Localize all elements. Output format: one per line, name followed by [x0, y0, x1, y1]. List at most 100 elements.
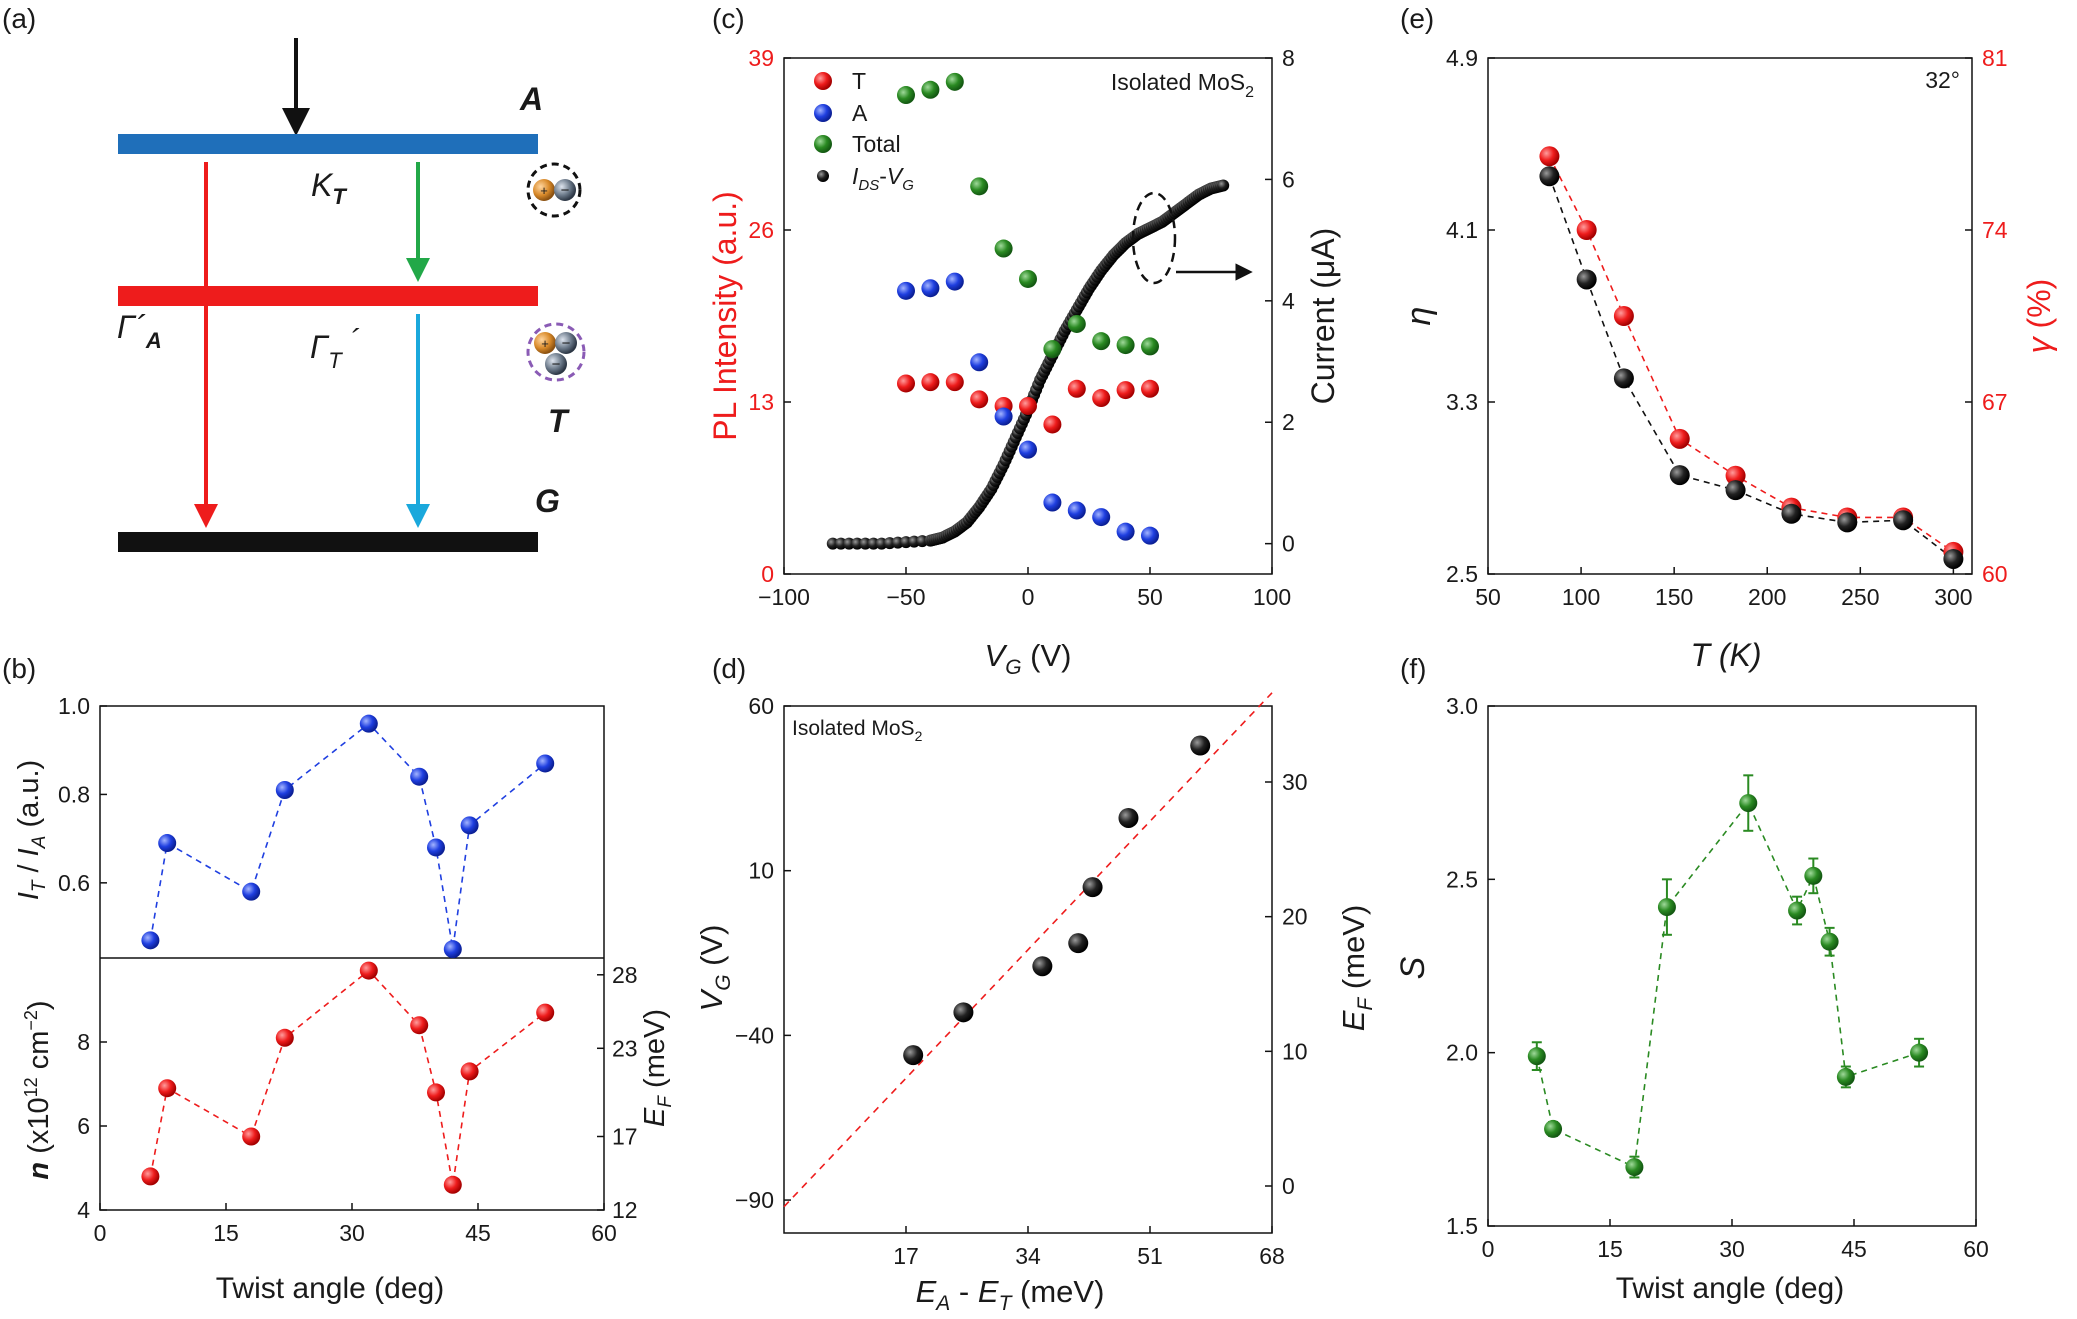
panel-d-ylabel: VG (V)	[694, 925, 735, 1012]
c-right-ytick-label: 2	[1282, 409, 1295, 435]
panel-c-plot: −100 −50 0 50 100 0 13 26 39 0 2 4 6 8	[748, 45, 1295, 610]
d-y2tick-label: 30	[1282, 769, 1308, 795]
c-current-point	[1217, 179, 1230, 192]
b-bottom-point	[359, 961, 378, 980]
f-point	[1739, 794, 1758, 813]
b-top-point	[242, 882, 261, 901]
c-right-ytick-label: 6	[1282, 166, 1295, 192]
b-top-ytick-label: 0.8	[58, 781, 90, 807]
level-t-label: T	[548, 403, 570, 439]
e-eta-point	[1613, 368, 1634, 389]
level-a-bar	[118, 134, 538, 154]
f-xtick-label: 0	[1482, 1236, 1495, 1262]
b-top-point	[536, 754, 555, 773]
b-bottom-point	[242, 1127, 261, 1146]
c-a-point	[921, 279, 940, 298]
legend-label-t: T	[852, 68, 866, 94]
e-ytick-label: 4.1	[1446, 217, 1478, 243]
panel-label-b: (b)	[2, 653, 36, 684]
c-t-point	[1092, 389, 1111, 408]
f-point	[1544, 1119, 1563, 1138]
d-point	[1190, 735, 1211, 756]
c-a-point	[945, 272, 964, 291]
panel-e: 50 100 150 200 250 300 2.5 3.3 4.1 4.9 60 67 74 81 32…	[1400, 45, 2057, 673]
f-point	[1527, 1047, 1546, 1066]
panel-e-xlabel: T (K)	[1690, 637, 1761, 673]
c-a-point	[1019, 440, 1037, 459]
c-right-ytick-label: 0	[1282, 531, 1295, 557]
d-point	[903, 1045, 924, 1066]
e-eta-point	[1837, 512, 1858, 533]
panel-c-legend: T A Total IDS-VG	[814, 68, 914, 194]
panel-d-xlabel: EA - ET (meV)	[916, 1274, 1105, 1315]
svg-text:KT: KT	[311, 167, 347, 209]
c-a-point	[1043, 493, 1062, 512]
e-gamma-point	[1669, 428, 1690, 449]
legend-marker-total	[814, 135, 832, 153]
panel-d-y2label: EF (meV)	[1336, 905, 1377, 1032]
panel-b-y2label: EF (meV)	[639, 1009, 676, 1127]
c-total-point	[897, 86, 915, 105]
panel-c-highlight-ellipse	[1131, 191, 1177, 285]
b-bottom-point	[158, 1079, 177, 1098]
f-point	[1788, 901, 1807, 920]
c-t-point	[1067, 379, 1086, 398]
e-eta-point	[1893, 510, 1914, 531]
panel-e-frame	[1487, 57, 1973, 575]
c-t-point	[945, 373, 964, 392]
c-total-point	[1067, 314, 1086, 333]
e-xtick-label: 50	[1475, 584, 1501, 610]
legend-label-ids: IDS-VG	[852, 163, 914, 194]
c-a-point	[1141, 526, 1159, 545]
c-t-point	[1019, 396, 1037, 415]
legend-marker-t	[814, 72, 832, 90]
panel-label-f: (f)	[1400, 653, 1426, 684]
level-a-label: A	[519, 81, 543, 117]
b-top-line	[149, 722, 546, 950]
exciton-icon: + −	[526, 162, 582, 218]
e-ytick-label: 3.3	[1446, 389, 1478, 415]
f-line	[1536, 801, 1920, 1169]
panel-d-plot: 17 34 51 68 −90 −40 10 60 0 10 20 30	[735, 692, 1308, 1269]
legend-marker-ids	[817, 170, 829, 182]
b-y2tick-label: 12	[612, 1197, 638, 1223]
c-t-point	[921, 373, 940, 392]
panel-label-c: (c)	[712, 3, 745, 34]
c-a-point	[994, 407, 1013, 426]
level-g-bar	[118, 532, 538, 552]
c-t-point	[970, 390, 989, 409]
e-right-ytick-label: 60	[1982, 561, 2008, 587]
panel-f: 0 15 30 45 601.52.02.53.0 Twist angle (deg) …	[1394, 693, 1989, 1305]
e-eta-line	[1548, 175, 1954, 560]
panel-c-annotation: Isolated MoS2	[1111, 69, 1254, 101]
b-xtick-label: 30	[339, 1220, 365, 1246]
c-total-point	[994, 239, 1013, 258]
panel-c-y2label: Current (μA)	[1305, 228, 1341, 405]
c-total-point	[1141, 337, 1159, 356]
c-xtick-label: 50	[1137, 584, 1163, 610]
e-eta-point	[1576, 269, 1597, 290]
c-right-ytick-label: 8	[1282, 45, 1295, 71]
e-xtick-label: 100	[1562, 584, 1600, 610]
panel-e-ylabel: η	[1400, 307, 1438, 326]
b-top-point	[460, 816, 479, 835]
d-ytick-label: 60	[748, 693, 774, 719]
c-total-point	[1092, 332, 1111, 351]
b-bottom-point	[410, 1016, 429, 1035]
svg-text:−: −	[552, 356, 561, 373]
f-point	[1804, 866, 1823, 885]
d-y2tick-label: 10	[1282, 1038, 1308, 1064]
c-ytick-label: 0	[761, 561, 774, 587]
svg-text:+: +	[541, 336, 549, 351]
b-xtick-label: 45	[465, 1220, 491, 1246]
panel-b-top-plot: 0.6 0.8 1.0	[58, 693, 555, 959]
f-xtick-label: 60	[1963, 1236, 1989, 1262]
e-xtick-label: 150	[1655, 584, 1693, 610]
panel-b-xlabel: Twist angle (deg)	[216, 1272, 444, 1305]
b-top-point	[158, 834, 177, 853]
f-ytick-label: 1.5	[1446, 1213, 1478, 1239]
e-gamma-line	[1548, 155, 1954, 553]
d-point	[953, 1002, 974, 1023]
